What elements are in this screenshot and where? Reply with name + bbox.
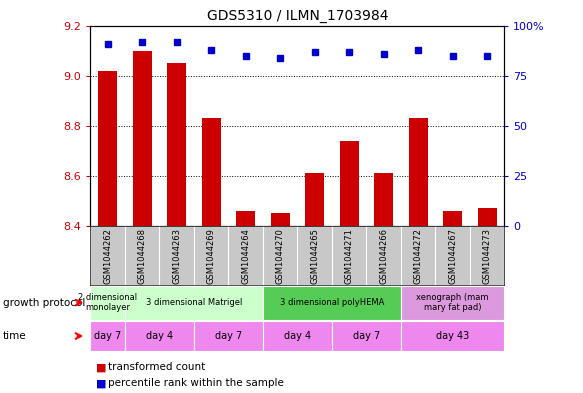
Text: ■: ■ (96, 362, 107, 373)
Bar (339, 141, 359, 226)
Text: GSM1044269: GSM1044269 (206, 228, 216, 284)
Bar (443, 211, 462, 226)
Bar (271, 213, 290, 226)
Bar (305, 173, 324, 226)
Title: GDS5310 / ILMN_1703984: GDS5310 / ILMN_1703984 (206, 9, 388, 23)
Text: day 4: day 4 (146, 331, 173, 341)
Text: GSM1044267: GSM1044267 (448, 228, 457, 284)
Text: day 4: day 4 (284, 331, 311, 341)
Text: 3 dimensional Matrigel: 3 dimensional Matrigel (146, 298, 242, 307)
Text: GSM1044271: GSM1044271 (345, 228, 353, 284)
Text: percentile rank within the sample: percentile rank within the sample (108, 378, 284, 388)
Bar (194, 321, 263, 351)
Bar (132, 51, 152, 226)
Text: 2 dimensional
monolayer: 2 dimensional monolayer (78, 293, 137, 312)
Text: GSM1044272: GSM1044272 (413, 228, 423, 284)
Bar (125, 286, 263, 320)
Bar (263, 286, 401, 320)
Text: day 7: day 7 (215, 331, 242, 341)
Text: GSM1044273: GSM1044273 (483, 228, 491, 284)
Text: transformed count: transformed count (108, 362, 205, 373)
Bar (90, 286, 125, 320)
Bar (125, 321, 194, 351)
Text: day 43: day 43 (436, 331, 469, 341)
Text: ■: ■ (96, 378, 107, 388)
Bar (401, 321, 504, 351)
Bar (202, 118, 220, 226)
Text: GSM1044263: GSM1044263 (172, 228, 181, 284)
Bar (236, 211, 255, 226)
Bar (263, 321, 332, 351)
Text: time: time (3, 331, 27, 341)
Bar (401, 286, 504, 320)
Text: growth protocol: growth protocol (3, 298, 85, 308)
Text: day 7: day 7 (94, 331, 121, 341)
Bar (167, 63, 186, 226)
Text: GSM1044264: GSM1044264 (241, 228, 250, 284)
Text: GSM1044268: GSM1044268 (138, 228, 146, 284)
Bar (90, 321, 125, 351)
Text: xenograph (mam
mary fat pad): xenograph (mam mary fat pad) (416, 293, 489, 312)
Text: GSM1044270: GSM1044270 (276, 228, 285, 284)
Bar (477, 208, 497, 226)
Bar (98, 71, 117, 226)
Text: 3 dimensional polyHEMA: 3 dimensional polyHEMA (280, 298, 384, 307)
Bar (374, 173, 393, 226)
Text: GSM1044265: GSM1044265 (310, 228, 319, 284)
Text: GSM1044262: GSM1044262 (103, 228, 112, 284)
Text: GSM1044266: GSM1044266 (379, 228, 388, 284)
Bar (409, 118, 427, 226)
Bar (332, 321, 401, 351)
Text: day 7: day 7 (353, 331, 380, 341)
